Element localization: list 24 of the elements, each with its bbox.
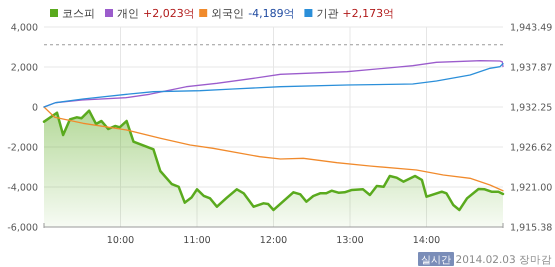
x-tick-label: 10:00: [106, 235, 134, 246]
legend-label: 코스피: [62, 7, 95, 20]
y2-tick-label: 1,921.00: [510, 182, 552, 194]
y2-tick-label: 1,915.38: [510, 222, 552, 234]
legend-label: 개인 +2,023억: [117, 7, 195, 20]
y-tick-label: -4,000: [7, 182, 38, 194]
y2-tick-label: 1,943.49: [510, 22, 552, 34]
y-tick-label: 0: [32, 102, 38, 114]
x-tick-label: 12:00: [260, 235, 288, 246]
button: 실시간: [418, 252, 454, 266]
line-series: [43, 106, 504, 192]
x-tick-label: 13:00: [336, 235, 364, 246]
y-tick-label: 2,000: [10, 62, 38, 74]
y-tick-label: 4,000: [10, 22, 38, 34]
legend-label: 외국인 -4,189억: [211, 7, 295, 20]
y-tick-label: -2,000: [7, 142, 38, 154]
y-tick-label: -6,000: [7, 222, 38, 234]
y2-tick-label: 1,926.62: [510, 142, 552, 154]
legend-label: 기관 +2,173억: [316, 7, 394, 20]
x-tick-label: 11:00: [183, 235, 211, 246]
y2-tick-label: 1,937.87: [510, 62, 552, 74]
y2-tick-label: 1,932.25: [510, 102, 552, 114]
text: 2014.02.03 장마감: [456, 254, 552, 266]
x-tick-label: 14:00: [412, 235, 440, 246]
